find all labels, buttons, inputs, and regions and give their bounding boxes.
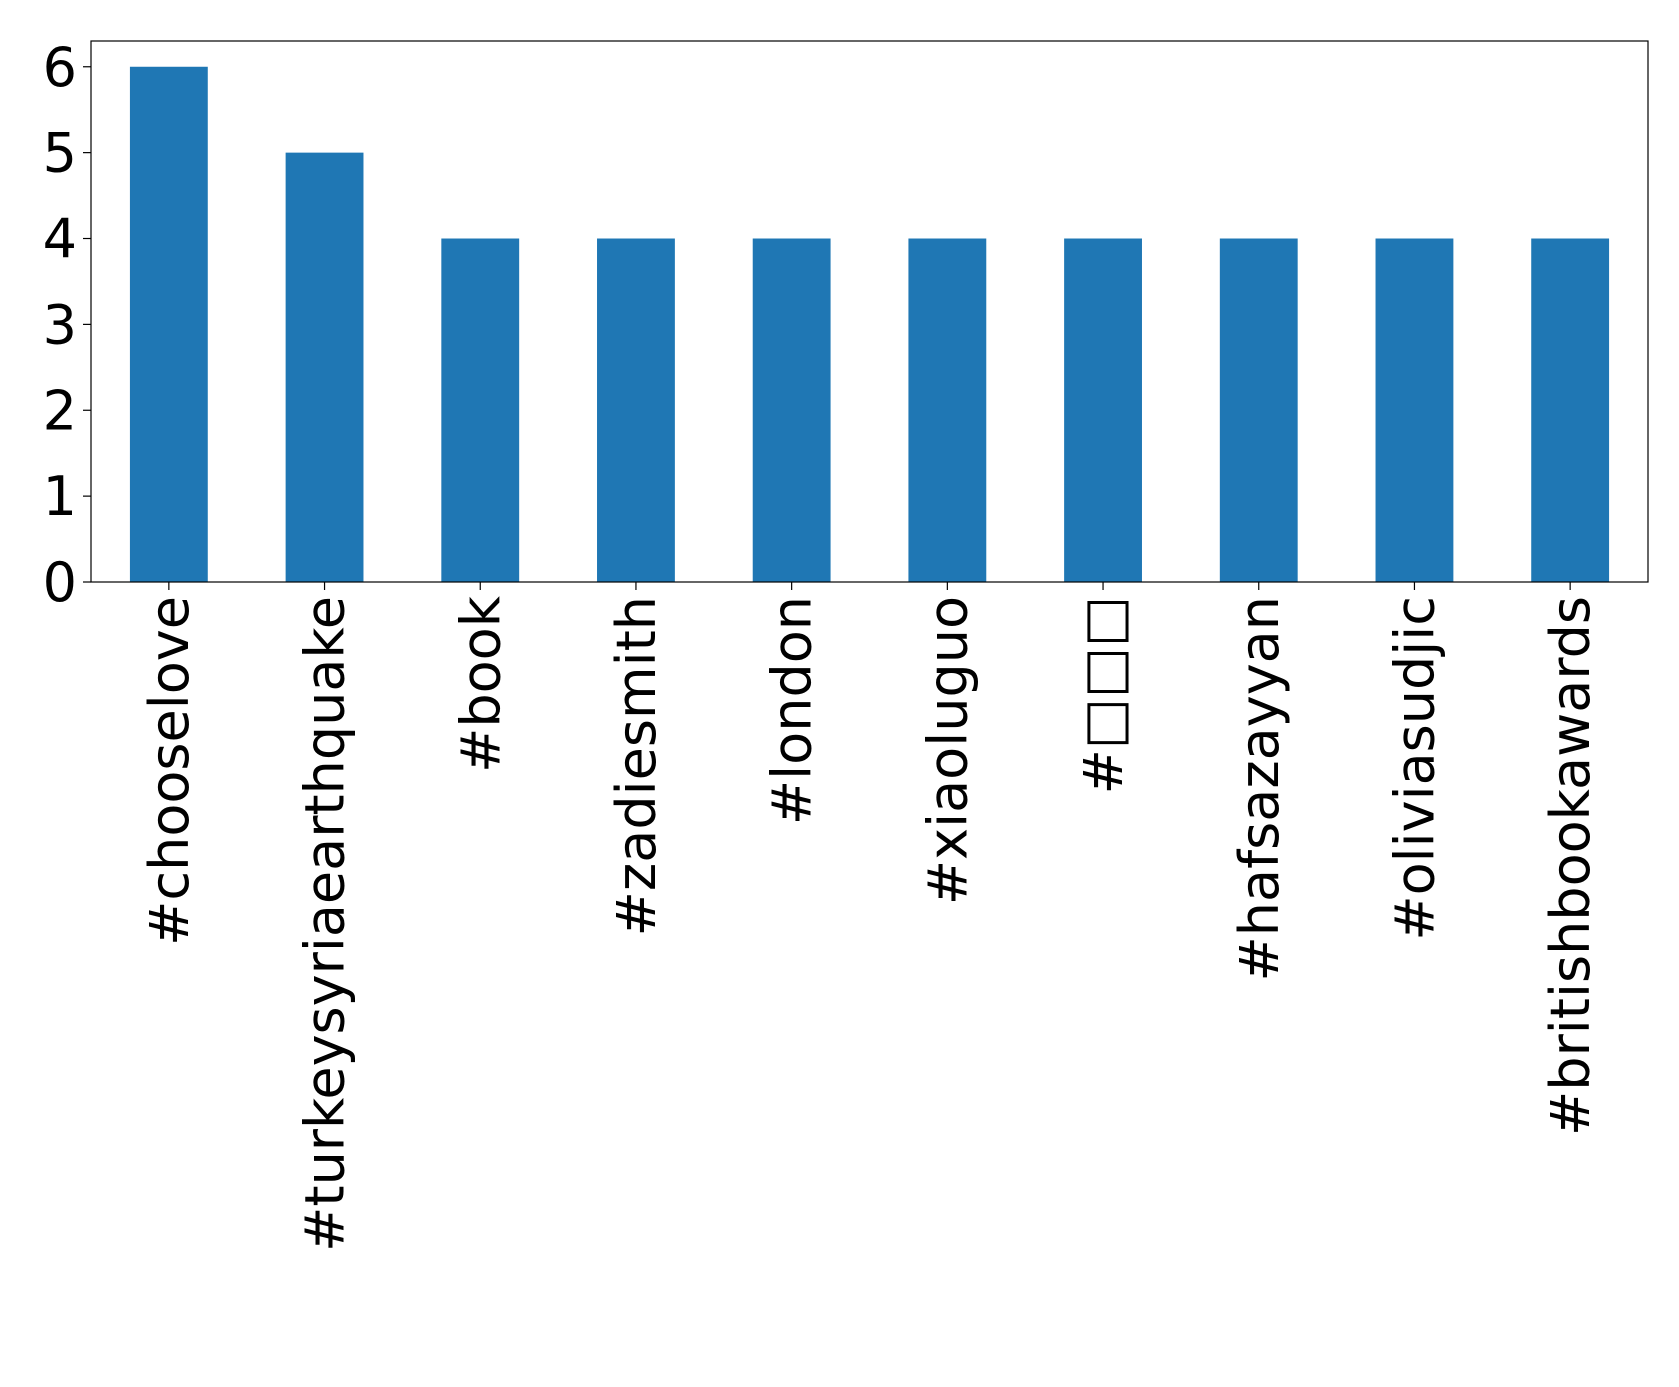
y-tick-label: 5 [43, 122, 77, 185]
x-tick-label: #hafsazayyan [1228, 596, 1291, 981]
x-tick-label: #zadiesmith [605, 596, 668, 936]
x-tick-label: #chooselove [138, 596, 201, 946]
y-tick-label: 1 [43, 465, 77, 528]
x-tick-label: #britishbookawards [1539, 596, 1602, 1136]
x-tick-label: #london [761, 596, 824, 825]
y-tick-label: 3 [43, 293, 77, 356]
x-tick-label: #book [449, 595, 512, 773]
bar [908, 238, 987, 582]
x-tick-label: #xiaoluguo [916, 596, 979, 905]
plot-frame [90, 40, 1649, 583]
x-tick-label: #oliviasudjic [1383, 596, 1446, 941]
bar [1064, 238, 1142, 582]
y-tick-label: 0 [43, 551, 77, 614]
bar [597, 238, 675, 582]
bar [441, 238, 520, 582]
bar [129, 66, 208, 582]
y-tick-label: 6 [43, 36, 77, 99]
y-tick-label: 4 [43, 208, 77, 271]
bar [285, 152, 364, 582]
y-tick-label: 2 [43, 379, 77, 442]
bar [1375, 238, 1454, 582]
bar [1219, 238, 1298, 582]
x-tick-label: #turkeysyriaearthquake [294, 596, 357, 1252]
x-tick-label: #□□□ [1072, 596, 1135, 794]
bar [752, 238, 831, 582]
bar [1531, 238, 1610, 582]
